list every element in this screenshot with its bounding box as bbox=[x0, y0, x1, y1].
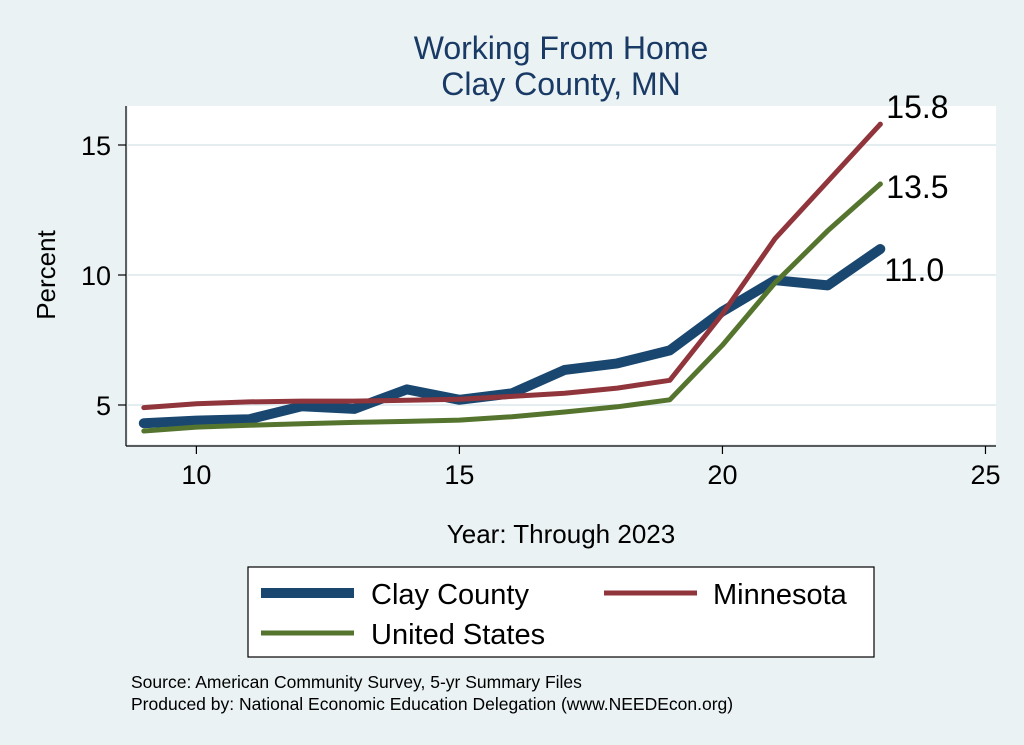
end-label-clay-county: 11.0 bbox=[884, 252, 944, 288]
end-marker-clay-county bbox=[877, 246, 883, 252]
legend: Clay County Minnesota United States bbox=[247, 566, 875, 658]
legend-label-minnesota: Minnesota bbox=[713, 579, 848, 611]
y-tick-label-2: 15 bbox=[81, 131, 111, 161]
ticks: 5 10 15 10 15 20 25 bbox=[81, 131, 1001, 490]
y-tick-label-1: 10 bbox=[81, 261, 111, 291]
series-line-minnesota bbox=[141, 121, 883, 411]
series-lines bbox=[138, 121, 886, 434]
axes bbox=[125, 106, 996, 447]
end-marker-minnesota bbox=[877, 121, 883, 127]
legend-label-united-states: United States bbox=[371, 619, 545, 651]
series-line-clay-county bbox=[138, 244, 886, 429]
x-tick-label-2: 20 bbox=[707, 460, 737, 490]
x-tick-label-0: 10 bbox=[181, 460, 211, 490]
x-axis-label: Year: Through 2023 bbox=[447, 519, 675, 549]
y-axis-label: Percent bbox=[31, 229, 61, 319]
legend-box bbox=[247, 566, 875, 658]
chart-title-line-1: Working From Home bbox=[414, 30, 709, 66]
end-marker-united-states bbox=[877, 181, 883, 187]
y-tick-label-0: 5 bbox=[96, 391, 111, 421]
series-line-united-states bbox=[141, 181, 883, 434]
produced-by-note: Produced by: National Economic Education… bbox=[131, 694, 733, 714]
chart-title-line-2: Clay County, MN bbox=[441, 66, 680, 102]
end-label-minnesota: 15.8 bbox=[886, 89, 948, 125]
source-note: Source: American Community Survey, 5-yr … bbox=[131, 672, 582, 692]
legend-label-clay-county: Clay County bbox=[371, 579, 529, 611]
x-tick-label-1: 15 bbox=[444, 460, 474, 490]
end-label-united-states: 13.5 bbox=[886, 169, 948, 205]
x-tick-label-3: 25 bbox=[970, 460, 1000, 490]
end-labels: 11.0 15.8 13.5 bbox=[877, 89, 949, 288]
